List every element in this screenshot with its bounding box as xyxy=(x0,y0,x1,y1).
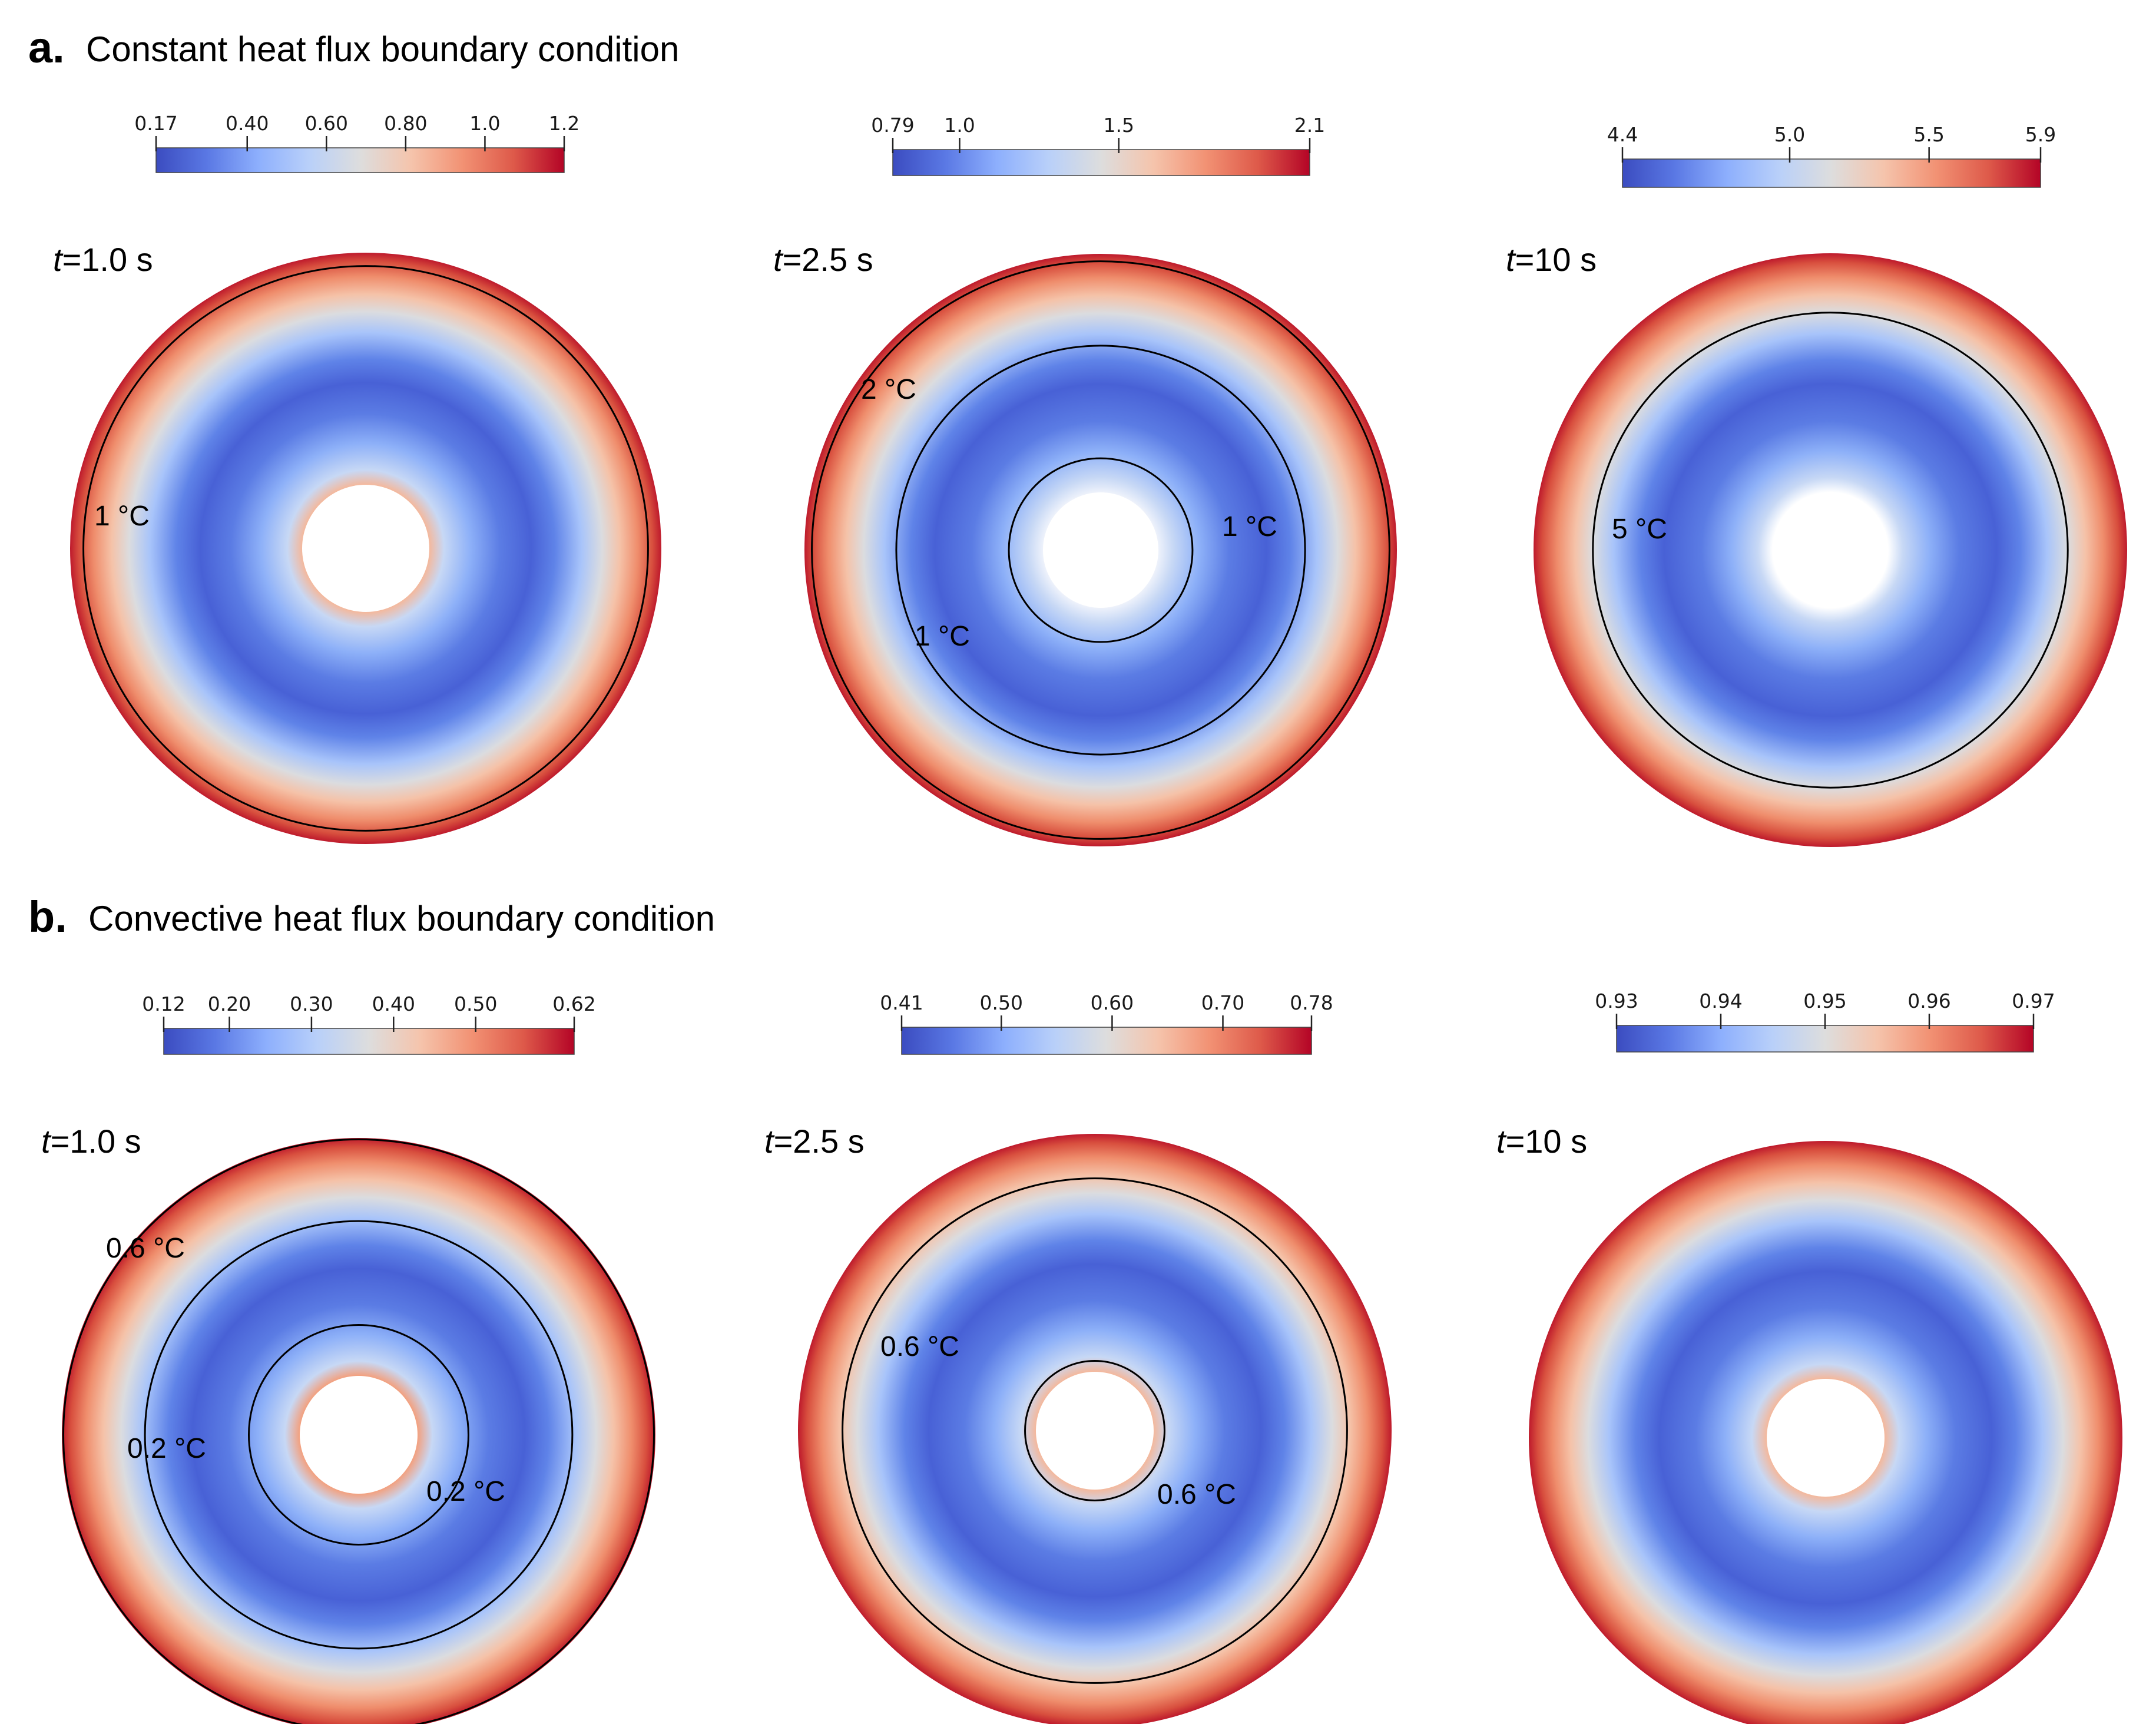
contour-label-a1-1: 1 °C xyxy=(94,501,150,532)
isotherm-contour xyxy=(1592,312,2069,789)
colorbar-tick-label: 2.1 xyxy=(1294,114,1325,137)
colorbar-tick-label: 4.4 xyxy=(1607,123,1638,146)
disc-a3 xyxy=(1534,253,2127,847)
colorbar-tick-label: 0.60 xyxy=(1091,991,1134,1014)
colorbar-tick-label: 0.79 xyxy=(871,114,914,137)
colorbar-b2: 0.41 0.50 0.60 0.70 0.78 xyxy=(880,991,1333,1055)
isotherm-contour xyxy=(248,1324,469,1546)
colorbar-tick-label: 0.95 xyxy=(1803,990,1846,1012)
colorbar-tick-label: 0.50 xyxy=(980,991,1023,1014)
isotherm-contour xyxy=(144,1220,574,1650)
inner-hole xyxy=(302,485,429,612)
colorbar-tick-label: 0.30 xyxy=(290,992,333,1015)
colorbar-tick-label: 1.0 xyxy=(469,112,500,135)
colorbar-tick-label: 0.96 xyxy=(1907,990,1950,1012)
plot-b3: 0.93 0.94 0.95 0.96 0.97 t=10 s xyxy=(1496,990,2122,1724)
colorbar-tick-label: 5.5 xyxy=(1913,123,1944,146)
colorbar-bar xyxy=(901,1027,1312,1055)
inner-hole xyxy=(1036,1372,1154,1490)
time-label-b2: t=2.5 s xyxy=(764,1123,865,1160)
contour-label-a2-2: 1 °C xyxy=(1222,511,1277,542)
colorbar-bar xyxy=(892,149,1310,176)
colorbar-bar xyxy=(163,1028,575,1055)
colorbar-bar xyxy=(155,147,565,173)
colorbar-a1: 0.17 0.40 0.60 0.80 1.0 1.2 xyxy=(134,112,579,173)
isotherm-contour xyxy=(811,260,1390,840)
colorbar-tick-label: 1.5 xyxy=(1103,114,1134,137)
colorbar-tick-label: 0.17 xyxy=(134,112,177,135)
colorbar-b1: 0.12 0.20 0.30 0.40 0.50 0.62 xyxy=(142,992,596,1055)
colorbar-tick-label: 0.93 xyxy=(1595,990,1638,1012)
contour-label-b1-3: 0.2 °C xyxy=(426,1476,505,1507)
plot-b1: 0.12 0.20 0.30 0.40 0.50 0.62 t=1.0 s 0.6 °C … xyxy=(41,992,655,1724)
panel-a: a. Constant heat flux boundary condition… xyxy=(28,23,2127,847)
colorbar-tick-label: 0.20 xyxy=(208,992,251,1015)
contour-label-b1-2: 0.2 °C xyxy=(127,1433,206,1464)
colorbar-tick-label: 0.40 xyxy=(372,992,415,1015)
colorbar-bar xyxy=(1622,158,2041,188)
panel-a-letter: a. xyxy=(28,23,65,72)
plot-a3: 4.4 5.0 5.5 5.9 t=10 s 5 °C xyxy=(1506,123,2127,847)
inner-hole xyxy=(1773,492,1888,608)
contour-label-a2-1: 2 °C xyxy=(861,374,916,405)
inner-hole xyxy=(1043,492,1158,608)
isotherm-contour xyxy=(895,345,1306,756)
disc-a2 xyxy=(804,254,1397,846)
disc-a1 xyxy=(70,253,661,844)
colorbar-tick-label: 0.94 xyxy=(1699,990,1742,1012)
contour-label-a3-1: 5 °C xyxy=(1612,514,1667,545)
colorbar-tick-label: 1.2 xyxy=(549,112,579,135)
contour-label-b1-1: 0.6 °C xyxy=(106,1233,185,1264)
panel-b-title: Convective heat flux boundary condition xyxy=(88,899,715,938)
colorbar-tick-label: 0.62 xyxy=(552,992,595,1015)
time-label-a1: t=1.0 s xyxy=(53,241,153,278)
colorbar-tick-label: 0.12 xyxy=(142,992,185,1015)
panel-b-letter: b. xyxy=(28,892,67,941)
plot-a2: 0.79 1.0 1.5 2.1 t=2.5 s 2 °C 1 °C 1 °C xyxy=(773,114,1397,846)
colorbar-tick-label: 5.0 xyxy=(1774,123,1805,146)
panel-a-title: Constant heat flux boundary condition xyxy=(86,29,679,69)
isotherm-contour xyxy=(842,1177,1348,1684)
panel-b: b. Convective heat flux boundary conditi… xyxy=(28,892,2122,1724)
contour-label-b2-2: 0.6 °C xyxy=(1157,1479,1236,1510)
colorbar-tick-label: 0.40 xyxy=(226,112,269,135)
inner-hole xyxy=(300,1376,418,1494)
plot-b2: 0.41 0.50 0.60 0.70 0.78 t=2.5 s 0.6 °C 0.6 … xyxy=(764,991,1392,1724)
isotherm-contour xyxy=(1008,457,1194,643)
colorbar-tick-label: 0.97 xyxy=(2012,990,2055,1012)
colorbar-tick-label: 1.0 xyxy=(944,114,975,137)
colorbar-tick-label: 5.9 xyxy=(2025,123,2056,146)
colorbar-b3: 0.93 0.94 0.95 0.96 0.97 xyxy=(1595,990,2055,1053)
time-label-a3: t=10 s xyxy=(1506,241,1597,278)
isotherm-contour xyxy=(1024,1360,1165,1501)
time-label-b1: t=1.0 s xyxy=(41,1123,141,1160)
time-label-a2: t=2.5 s xyxy=(773,241,873,278)
colorbar-a2: 0.79 1.0 1.5 2.1 xyxy=(871,114,1325,176)
plot-a1: 0.17 0.40 0.60 0.80 1.0 1.2 t=1.0 s 1 °C xyxy=(53,112,661,844)
disc-b3 xyxy=(1529,1141,2122,1724)
colorbar-bar xyxy=(1616,1025,2034,1053)
disc-b2 xyxy=(798,1134,1392,1724)
contour-label-a2-3: 1 °C xyxy=(915,621,970,652)
isotherm-contour xyxy=(82,265,649,832)
colorbar-tick-label: 0.50 xyxy=(454,992,497,1015)
colorbar-tick-label: 0.70 xyxy=(1201,991,1244,1014)
disc-b1 xyxy=(62,1138,655,1724)
colorbar-tick-label: 0.41 xyxy=(880,991,923,1014)
colorbar-tick-label: 0.60 xyxy=(305,112,348,135)
colorbar-tick-label: 0.80 xyxy=(384,112,427,135)
time-label-b3: t=10 s xyxy=(1496,1123,1587,1160)
contour-label-b2-1: 0.6 °C xyxy=(880,1331,959,1362)
inner-hole xyxy=(1767,1379,1885,1497)
colorbar-tick-label: 0.78 xyxy=(1290,991,1333,1014)
isotherm-contour xyxy=(62,1139,655,1724)
colorbar-a3: 4.4 5.0 5.5 5.9 xyxy=(1607,123,2056,188)
